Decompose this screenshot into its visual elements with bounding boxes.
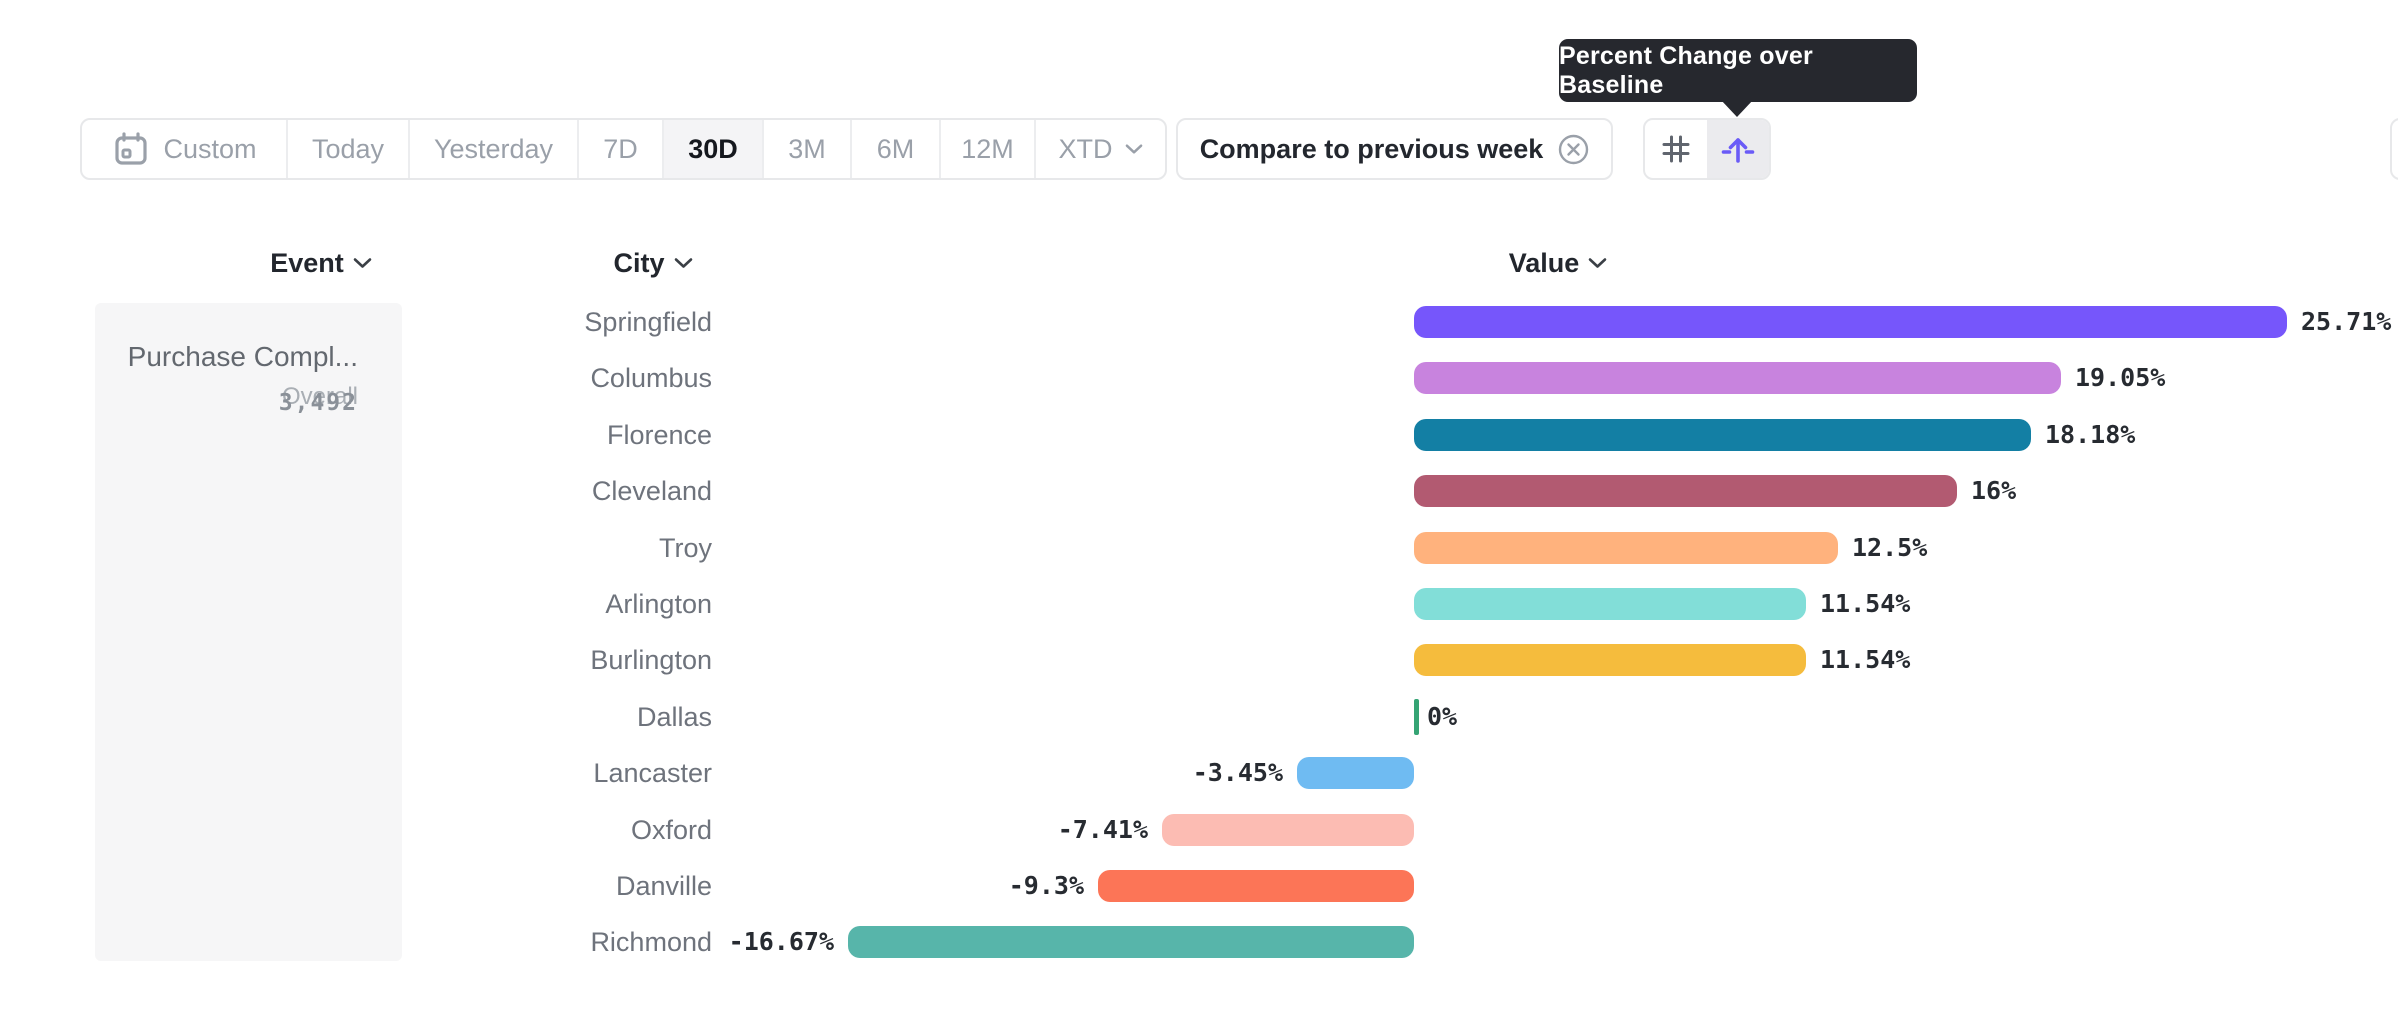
value-label: -7.41% — [1057, 815, 1148, 844]
column-header-value-label: Value — [1508, 247, 1580, 278]
bar-positive[interactable] — [1414, 475, 1957, 507]
toolbar: Custom Today Yesterday 7D 30D 3M 6M 12M XTD Comp… — [0, 118, 2398, 180]
date-range-label: 3M — [788, 133, 826, 164]
date-range-12m[interactable]: 12M — [941, 120, 1036, 178]
bar-negative[interactable] — [1162, 814, 1414, 846]
bar-negative[interactable] — [1098, 870, 1414, 902]
value-label: 11.54% — [1820, 645, 1911, 674]
date-range-label: Custom — [163, 133, 257, 164]
event-cell[interactable]: Purchase Compl... Overall 3,492 — [95, 303, 402, 961]
city-label: Danville — [615, 871, 712, 901]
partial-button-offscreen[interactable] — [2390, 118, 2398, 180]
date-range-label: 12M — [961, 133, 1014, 164]
city-label: Lancaster — [593, 758, 712, 788]
overall-label: Overall — [281, 383, 358, 410]
chart-row-arlington: Arlington 11.54% — [0, 584, 2398, 624]
value-label: 11.54% — [1820, 589, 1911, 618]
bar-positive[interactable] — [1414, 419, 2031, 451]
event-name: Purchase Compl... — [127, 341, 358, 372]
bar-negative[interactable] — [1297, 757, 1414, 789]
date-range-yesterday[interactable]: Yesterday — [410, 120, 579, 178]
date-range-label: 6M — [876, 133, 915, 164]
value-label: 12.5% — [1852, 533, 1928, 562]
chevron-down-icon — [674, 258, 692, 268]
value-label: -3.45% — [1192, 758, 1283, 787]
tooltip-text: Percent Change over Baseline — [1559, 41, 1813, 99]
date-range-control: Custom Today Yesterday 7D 30D 3M 6M 12M XTD — [80, 118, 1167, 180]
chevron-down-icon — [1125, 143, 1143, 155]
baseline-arrow-icon — [1720, 131, 1756, 167]
city-label: Dallas — [636, 702, 712, 732]
city-label: Columbus — [590, 363, 712, 393]
chevron-down-icon — [1588, 258, 1607, 268]
chart-row-springfield: Springfield 25.71% — [0, 302, 2398, 342]
column-header-event[interactable]: Event — [221, 246, 421, 280]
column-header-event-label: Event — [270, 247, 344, 278]
chart-row-danville: Danville -9.3% — [0, 866, 2398, 906]
value-label: -16.67% — [728, 927, 834, 956]
close-circle-icon[interactable] — [1558, 134, 1589, 165]
date-range-label: Today — [311, 133, 385, 164]
chart-row-troy: Troy 12.5% — [0, 528, 2398, 568]
chart-row-lancaster: Lancaster -3.45% — [0, 753, 2398, 793]
value-label: 0% — [1427, 702, 1458, 731]
city-label: Florence — [606, 420, 712, 450]
column-header-city[interactable]: City — [553, 246, 753, 280]
date-range-30d[interactable]: 30D — [664, 120, 764, 178]
chart-row-florence: Florence 18.18% — [0, 415, 2398, 455]
column-header-city-label: City — [613, 247, 665, 278]
value-label: 19.05% — [2075, 363, 2166, 392]
date-range-7d[interactable]: 7D — [579, 120, 664, 178]
bar-positive[interactable] — [1414, 588, 1806, 620]
city-label: Troy — [659, 533, 712, 563]
date-range-label: 30D — [688, 133, 738, 164]
chart-row-richmond: Richmond -16.67% — [0, 922, 2398, 962]
chart-row-oxford: Oxford -7.41% — [0, 810, 2398, 850]
chart-row-burlington: Burlington 11.54% — [0, 640, 2398, 680]
bar-positive[interactable] — [1414, 362, 2061, 394]
date-range-3m[interactable]: 3M — [764, 120, 852, 178]
date-range-label: Yesterday — [433, 133, 554, 164]
bar-negative[interactable] — [848, 926, 1414, 958]
date-range-label: 7D — [603, 133, 638, 164]
date-range-custom[interactable]: Custom — [82, 120, 288, 178]
compare-button[interactable]: Compare to previous week — [1176, 118, 1613, 180]
value-label: 25.71% — [2301, 307, 2392, 336]
city-label: Oxford — [630, 815, 712, 845]
bar-positive[interactable] — [1414, 532, 1838, 564]
chart-row-cleveland: Cleveland 16% — [0, 471, 2398, 511]
zero-tick[interactable] — [1414, 699, 1419, 735]
city-label: Arlington — [605, 589, 712, 619]
city-label: Burlington — [590, 645, 712, 675]
city-label: Cleveland — [591, 476, 712, 506]
value-label: 18.18% — [2045, 420, 2136, 449]
date-range-label: XTD — [1058, 133, 1113, 164]
date-range-6m[interactable]: 6M — [852, 120, 941, 178]
city-label: Springfield — [584, 307, 712, 337]
tooltip-caret — [1721, 100, 1753, 117]
view-toggle-group — [1643, 118, 1771, 180]
grid-icon — [1660, 133, 1692, 165]
baseline-view-button[interactable] — [1707, 120, 1769, 178]
city-label: Richmond — [590, 927, 712, 957]
value-label: 16% — [1971, 476, 2017, 505]
date-range-today[interactable]: Today — [288, 120, 410, 178]
date-range-xtd[interactable]: XTD — [1036, 120, 1165, 178]
event-overall: Overall 3,492 — [115, 383, 358, 416]
compare-label: Compare to previous week — [1199, 133, 1544, 164]
column-header-value[interactable]: Value — [1458, 246, 1658, 280]
chevron-down-icon — [353, 258, 372, 268]
chart-row-columbus: Columbus 19.05% — [0, 358, 2398, 398]
tooltip-percent-change: Percent Change over Baseline — [1559, 39, 1917, 102]
value-label: -9.3% — [1008, 871, 1084, 900]
bar-positive[interactable] — [1414, 644, 1806, 676]
grid-view-button[interactable] — [1645, 120, 1707, 178]
calendar-icon — [111, 129, 151, 169]
chart-row-dallas: Dallas 0% — [0, 697, 2398, 737]
bar-positive[interactable] — [1414, 306, 2287, 338]
overall-value: 3,492 — [278, 390, 358, 416]
